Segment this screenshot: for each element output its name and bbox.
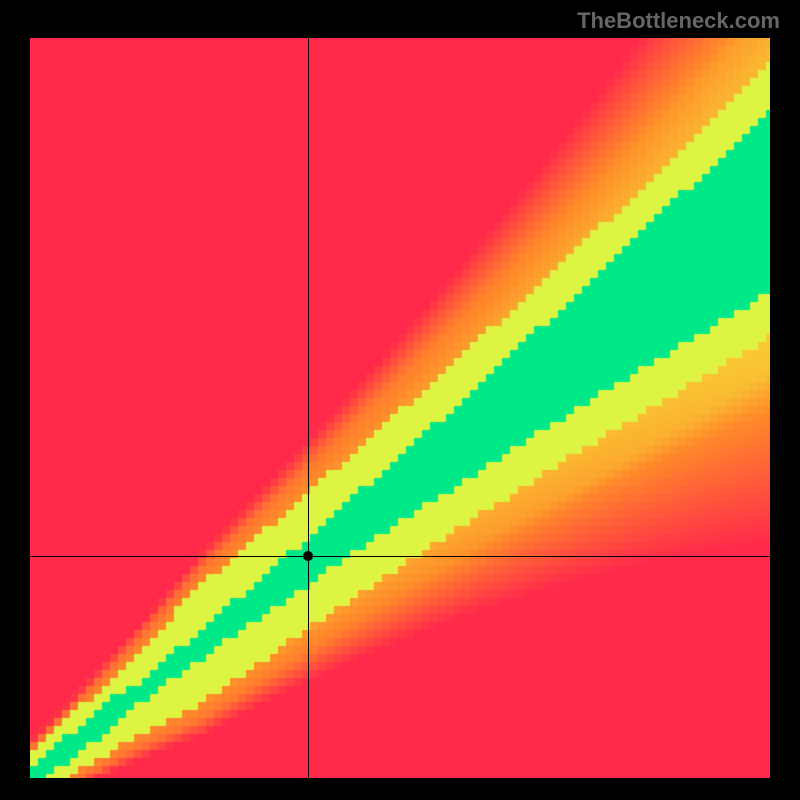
plot-area — [30, 38, 770, 778]
crosshair-horizontal — [30, 556, 770, 557]
chart-container: TheBottleneck.com — [0, 0, 800, 800]
heatmap-canvas — [30, 38, 770, 778]
crosshair-marker — [303, 551, 313, 561]
crosshair-vertical — [308, 38, 309, 778]
watermark-text: TheBottleneck.com — [577, 8, 780, 34]
